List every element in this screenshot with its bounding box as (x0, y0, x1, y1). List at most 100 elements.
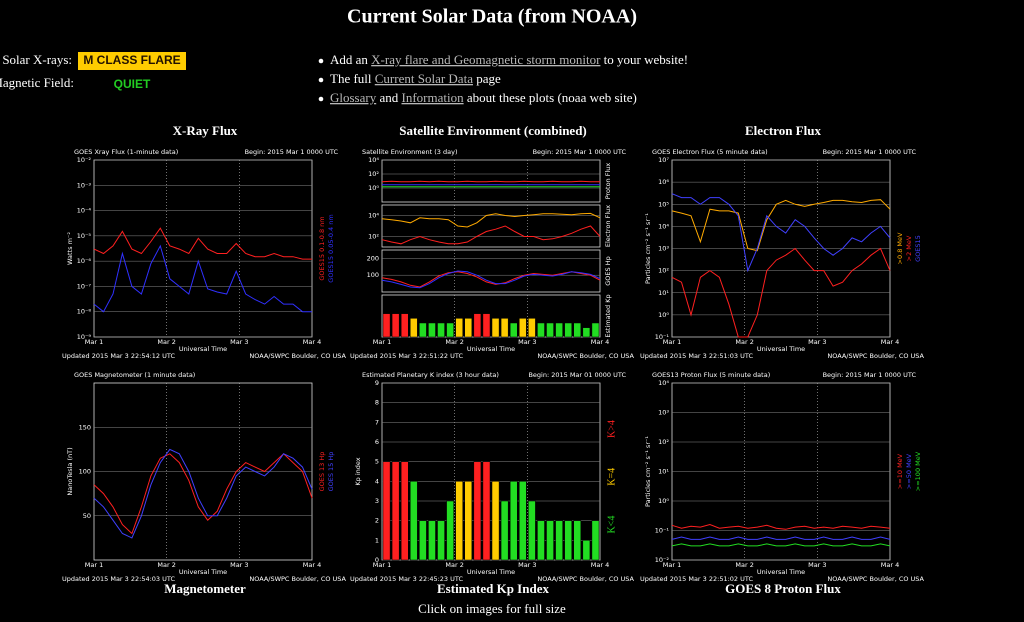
y-tick-label: 10⁴ (368, 156, 379, 164)
plot-image[interactable] (640, 368, 926, 583)
y-axis-label: Particles cm⁻² s⁻¹ sr⁻¹ (644, 436, 652, 507)
y-tick-label: 4 (375, 477, 379, 485)
panel-title: Satellite Environment (combined) (399, 123, 587, 138)
legend-label: >=50 MeV (905, 453, 913, 489)
plot-begin: Begin: 2015 Mar 01 0000 UTC (528, 371, 626, 379)
bar (564, 322, 573, 338)
y-tick-label: 7 (375, 418, 379, 426)
plot-credit: NOAA/SWPC Boulder, CO USA (827, 352, 924, 360)
x-tick-label: Mar 4 (303, 561, 321, 569)
x-tick-label: Mar 1 (85, 561, 103, 569)
x-tick-label: Mar 3 (808, 561, 826, 569)
plot-begin: Begin: 2015 Mar 1 0000 UTC (823, 371, 917, 379)
link-text: Add an (330, 52, 371, 67)
link-line: Add an X-ray flare and Geomagnetic storm… (330, 52, 688, 67)
y-tick-label: 10⁻¹ (655, 527, 670, 535)
bar (582, 327, 591, 338)
series-line (671, 247, 891, 338)
bar (382, 461, 391, 561)
bar (446, 322, 454, 338)
bar (519, 481, 527, 561)
x-tick-label: Mar 3 (518, 338, 536, 346)
bar (482, 461, 491, 561)
y-tick-label: 10² (368, 170, 379, 178)
bar (473, 461, 482, 561)
x-tick-label: Mar 3 (518, 561, 536, 569)
y-axis-label: Estimated Kp (604, 294, 612, 337)
bar (591, 520, 600, 561)
x-axis-label: Universal Time (467, 345, 515, 353)
plot-heading: Estimated Planetary K index (3 hour data… (362, 371, 499, 379)
panel-title: Magnetometer (164, 581, 246, 596)
status-label: Magnetic Field: (0, 75, 74, 90)
link-line: Glossary and Information about these plo… (330, 90, 637, 105)
plot-begin: Begin: 2015 Mar 1 0000 UTC (823, 148, 917, 156)
link-text: page (473, 71, 501, 86)
y-tick-label: 10⁻⁴ (77, 207, 92, 215)
plot-credit: NOAA/SWPC Boulder, CO USA (249, 575, 346, 583)
link[interactable]: Current Solar Data (375, 71, 473, 86)
y-axis-label: Particles cm⁻² s⁻¹ sr⁻¹ (644, 213, 652, 284)
y-tick-label: 10⁻³ (77, 181, 92, 189)
status-value: QUIET (114, 77, 151, 91)
link[interactable]: Information (402, 90, 465, 105)
x-tick-label: Mar 1 (373, 338, 391, 346)
bar (437, 322, 445, 338)
plot-image[interactable] (62, 145, 348, 360)
plot-updated: Updated 2015 Mar 3 22:51:02 UTC (640, 575, 753, 583)
plot-heading: GOES Xray Flux (1-minute data) (74, 148, 178, 156)
bar (455, 318, 463, 338)
plot-image[interactable] (62, 368, 348, 583)
x-tick-label: Mar 4 (881, 561, 899, 569)
bar (509, 481, 518, 561)
y-axis-label: Proton Flux (604, 163, 612, 200)
bar (491, 481, 500, 561)
bar (400, 313, 409, 338)
y-tick-label: 100 (79, 468, 91, 476)
y-axis-label: Electron Flux (604, 205, 612, 247)
x-tick-label: Mar 2 (445, 338, 463, 346)
bar (464, 318, 473, 338)
legend-label: >2 MeV (905, 235, 913, 261)
y-tick-label: 10³ (658, 409, 669, 417)
legend-label: >=100 MeV (914, 451, 922, 491)
x-tick-label: Mar 2 (445, 561, 463, 569)
series-line (671, 523, 891, 530)
status-value: M CLASS FLARE (83, 53, 180, 67)
bar (564, 520, 573, 561)
bar (410, 318, 418, 338)
panel-title: X-Ray Flux (173, 123, 238, 138)
bar (482, 313, 491, 338)
plot-heading: GOES Magnetometer (1 minute data) (74, 371, 195, 379)
y-tick-label: 10⁻⁵ (77, 232, 92, 240)
plot-begin: Begin: 2015 Mar 1 0000 UTC (245, 148, 339, 156)
plot-credit: NOAA/SWPC Boulder, CO USA (537, 352, 634, 360)
bar (546, 520, 554, 561)
x-tick-label: Mar 3 (230, 561, 248, 569)
y-tick-label: 10² (658, 267, 669, 275)
link-text: to your website! (600, 52, 688, 67)
plot-heading: GOES13 Proton Flux (5 minute data) (652, 371, 770, 379)
y-tick-label: 9 (375, 379, 379, 387)
plot-updated: Updated 2015 Mar 3 22:54:12 UTC (62, 352, 175, 360)
x-tick-label: Mar 2 (735, 561, 753, 569)
plot-image[interactable] (640, 145, 926, 360)
y-tick-label: 10⁴ (658, 222, 669, 230)
bar (419, 520, 427, 561)
link[interactable]: X-ray flare and Geomagnetic storm monito… (371, 52, 601, 67)
legend-label: >0.8 MeV (896, 232, 904, 264)
panel-title: GOES 8 Proton Flux (725, 581, 841, 596)
x-axis-label: Universal Time (757, 568, 805, 576)
bar (555, 520, 563, 561)
bar (428, 520, 436, 561)
y-tick-label: 0 (375, 556, 379, 564)
plot-frame (381, 204, 601, 248)
bar (400, 461, 409, 561)
y-tick-label: 10⁻⁹ (77, 333, 92, 341)
x-tick-label: Mar 2 (157, 561, 175, 569)
legend-label: >=10 MeV (896, 453, 904, 489)
x-tick-label: Mar 4 (591, 338, 609, 346)
link[interactable]: Glossary (330, 90, 377, 105)
